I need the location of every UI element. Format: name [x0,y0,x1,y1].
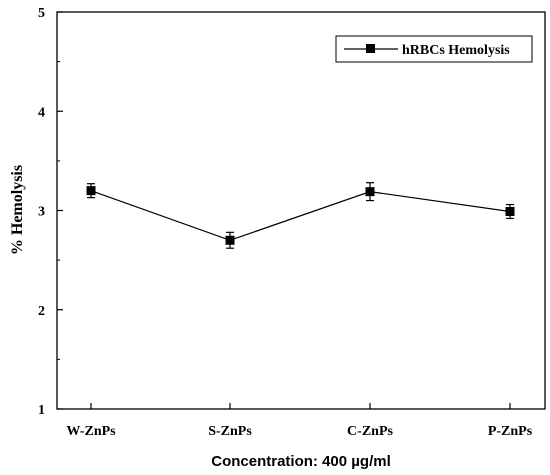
data-point [365,187,375,197]
y-tick-label: 1 [38,403,45,418]
x-tick-label: W-ZnPs [66,424,116,439]
y-tick-label: 2 [38,304,45,319]
legend: hRBCs Hemolysis [335,35,533,63]
data-point [505,206,515,216]
y-tick-label: 3 [38,205,45,220]
legend-label: hRBCs Hemolysis [402,43,510,58]
y-axis-title: % Hemolysis [9,165,26,255]
y-tick-label: 4 [38,105,45,120]
series-line [90,190,511,241]
data-point [86,186,96,196]
legend-marker [366,44,375,53]
x-axis: W-ZnPs S-ZnPs C-ZnPs P-ZnPs [66,403,533,439]
x-tick-label: S-ZnPs [208,424,252,439]
x-tick-label: C-ZnPs [347,424,393,439]
x-tick-label: P-ZnPs [488,424,533,439]
plot-frame [56,11,546,410]
y-axis: 1 2 3 4 5 [38,6,63,418]
x-axis-title: Concentration: 400 µg/ml [211,453,391,470]
series-layer [86,182,515,249]
data-point [225,235,235,245]
y-tick-label: 5 [38,6,45,21]
